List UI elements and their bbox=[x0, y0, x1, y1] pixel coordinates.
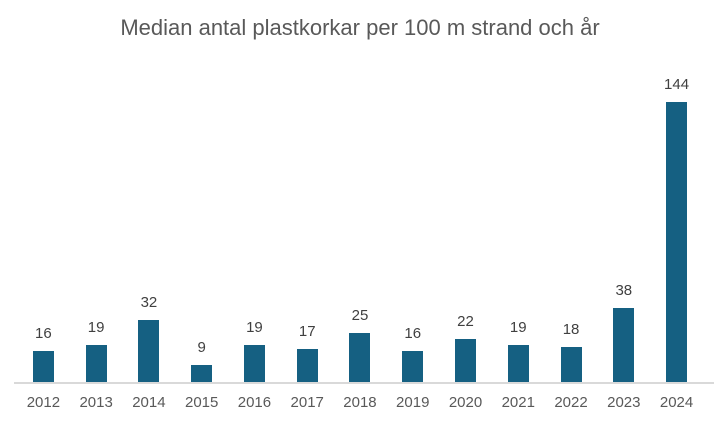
data-label-2022: 18 bbox=[562, 321, 580, 338]
x-tick-2012: 2012 bbox=[26, 394, 61, 411]
x-tick-2016: 2016 bbox=[237, 394, 272, 411]
category-2016: 19 bbox=[228, 60, 281, 382]
category-2012: 16 bbox=[17, 60, 70, 382]
category-2015: 9 bbox=[175, 60, 228, 382]
bar-2017 bbox=[296, 349, 318, 382]
x-tick-2024: 2024 bbox=[659, 394, 694, 411]
category-2022: 18 bbox=[545, 60, 598, 382]
data-label-2013: 19 bbox=[87, 319, 105, 336]
bar-2018 bbox=[349, 333, 371, 382]
x-tick-2017: 2017 bbox=[290, 394, 324, 411]
x-axis-tick-labels: 2012 2013 2014 2015 2016 2017 2018 2019 2020 2021… bbox=[17, 394, 703, 412]
chart-title: Median antal plastkorkar per 100 m stran… bbox=[120, 15, 600, 40]
x-tick-2021: 2021 bbox=[501, 394, 535, 411]
bar-2021 bbox=[507, 345, 529, 382]
bar-2013 bbox=[85, 345, 107, 382]
data-label-2018: 25 bbox=[351, 307, 369, 324]
data-label-2023: 38 bbox=[615, 282, 633, 299]
bar-2015 bbox=[191, 365, 213, 382]
category-2021: 19 bbox=[492, 60, 545, 382]
x-tick-2019: 2019 bbox=[396, 394, 430, 411]
x-tick-2018: 2018 bbox=[343, 394, 377, 411]
data-label-2020: 22 bbox=[457, 313, 474, 330]
bar-2016 bbox=[243, 345, 265, 382]
x-tick-2023: 2023 bbox=[607, 394, 641, 411]
data-label-2016: 19 bbox=[246, 319, 263, 336]
data-label-2024: 144 bbox=[664, 76, 690, 93]
data-label-2014: 32 bbox=[140, 294, 158, 311]
x-tick-2022: 2022 bbox=[554, 394, 588, 411]
bar-2024 bbox=[666, 102, 688, 382]
category-2020: 22 bbox=[439, 60, 492, 382]
x-tick-2013: 2013 bbox=[79, 394, 113, 411]
data-label-2017: 17 bbox=[298, 323, 316, 340]
data-label-2012: 16 bbox=[35, 325, 52, 342]
category-2024: 144 bbox=[650, 60, 703, 382]
category-2019: 16 bbox=[386, 60, 439, 382]
bar-2012 bbox=[32, 351, 54, 382]
bar-2023 bbox=[613, 308, 635, 382]
x-axis-line bbox=[14, 382, 714, 384]
data-label-2021: 19 bbox=[509, 319, 527, 336]
category-2023: 38 bbox=[597, 60, 650, 382]
category-2013: 19 bbox=[70, 60, 123, 382]
category-2014: 32 bbox=[123, 60, 176, 382]
data-label-2019: 16 bbox=[404, 325, 422, 342]
plot-area: 16 19 32 9 19 17 25 16 22 19 18 38 144 bbox=[17, 60, 703, 382]
bar-2020 bbox=[455, 339, 476, 382]
x-tick-2015: 2015 bbox=[184, 394, 219, 411]
x-tick-2020: 2020 bbox=[448, 394, 483, 411]
bar-2014 bbox=[138, 320, 160, 382]
category-2017: 17 bbox=[281, 60, 334, 382]
x-tick-2014: 2014 bbox=[132, 394, 166, 411]
category-2018: 25 bbox=[334, 60, 387, 382]
bar-2019 bbox=[402, 351, 424, 382]
data-label-2015: 9 bbox=[197, 339, 206, 356]
bar-2022 bbox=[560, 347, 582, 382]
